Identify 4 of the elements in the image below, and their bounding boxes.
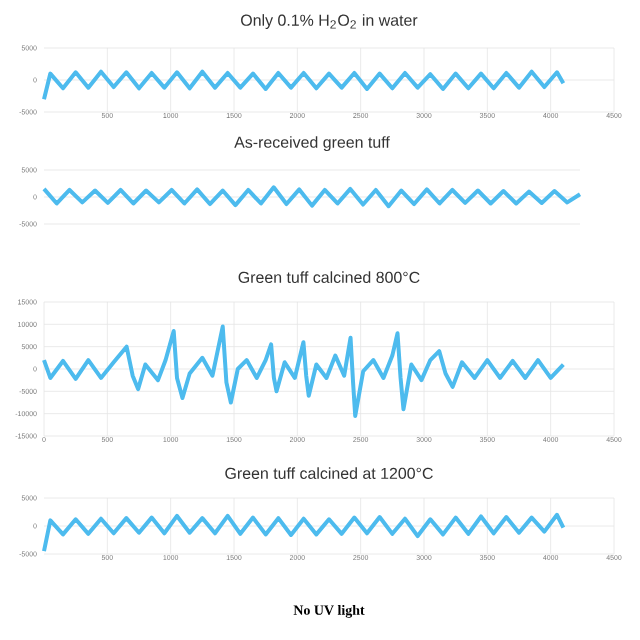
line-series xyxy=(42,324,566,418)
line-series xyxy=(42,512,566,554)
line-series xyxy=(42,185,583,209)
line-series xyxy=(42,69,566,102)
